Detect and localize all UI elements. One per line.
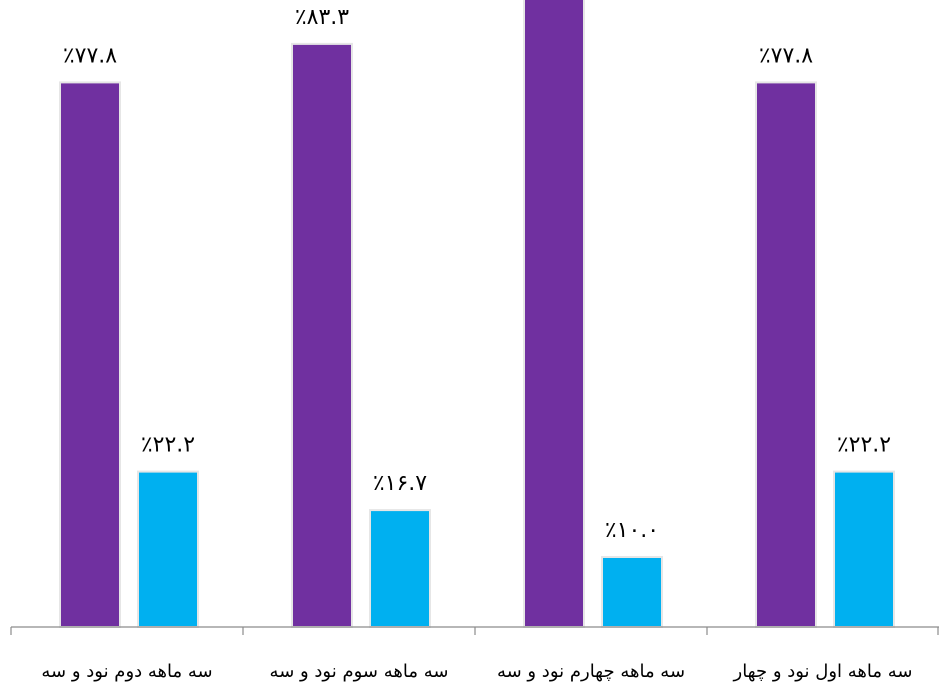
data-labels-layer: ٪۷۷.۸٪۲۲.۲٪۸۳.۳٪۱۶.۷٪۹۰.۰٪۱۰.۰٪۷۷.۸٪۲۲.۲ [63, 5, 891, 543]
data-label-2-3: ٪۱۰.۰ [605, 518, 659, 543]
bar-2-3 [601, 556, 663, 628]
data-label-1-2: ٪۸۳.۳ [295, 5, 349, 30]
bar-2-2 [369, 509, 431, 629]
category-label-3: سه ماهه چهارم نود و سه [497, 661, 685, 682]
bar-1-4 [755, 81, 817, 628]
data-label-2-4: ٪۲۲.۲ [837, 433, 891, 458]
bars-layer [59, 0, 895, 629]
data-label-1-1: ٪۷۷.۸ [63, 43, 117, 68]
data-label-2-2: ٪۱۶.۷ [373, 471, 427, 496]
bar-2-4 [833, 470, 895, 628]
category-label-2: سه ماهه سوم نود و سه [270, 661, 449, 682]
bar-1-1 [59, 81, 121, 628]
bar-1-2 [291, 42, 353, 628]
data-label-1-4: ٪۷۷.۸ [759, 43, 813, 68]
bar-2-1 [137, 470, 199, 628]
category-label-4: سه ماهه اول نود و چهار [733, 661, 913, 682]
x-axis [10, 626, 939, 635]
data-label-2-1: ٪۲۲.۲ [141, 433, 195, 458]
category-labels-layer: سه ماهه دوم نود و سه سه ماهه سوم نود و سه… [41, 661, 912, 682]
bar-1-3 [523, 0, 585, 628]
category-label-1: سه ماهه دوم نود و سه [41, 661, 212, 682]
